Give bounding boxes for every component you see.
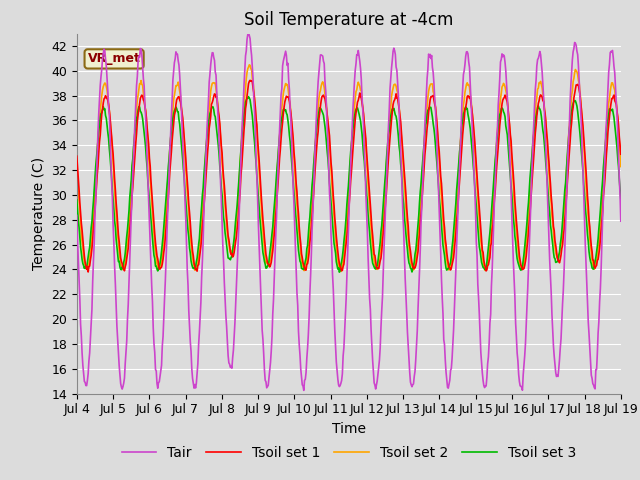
Line: Tsoil set 3: Tsoil set 3 [77, 96, 621, 272]
Line: Tsoil set 2: Tsoil set 2 [77, 65, 621, 272]
Tsoil set 3 [194, 248, 202, 254]
Tsoil set 2 [433, 114, 440, 120]
Tair [433, 124, 440, 130]
Tair [244, 30, 252, 36]
Tsoil set 1 [223, 224, 231, 229]
Tsoil set 1 [617, 151, 625, 157]
Tsoil set 2 [223, 223, 230, 228]
Tair [223, 324, 230, 330]
Line: Tair: Tair [77, 33, 621, 390]
Tsoil set 2 [617, 164, 625, 169]
Tsoil set 2 [73, 162, 81, 168]
Tsoil set 3 [335, 269, 343, 275]
Tair [83, 383, 90, 388]
Text: VR_met: VR_met [88, 52, 141, 65]
Tsoil set 1 [246, 77, 254, 83]
Tsoil set 2 [337, 269, 345, 275]
Tsoil set 3 [223, 242, 230, 248]
Tsoil set 1 [417, 218, 424, 224]
Tsoil set 2 [139, 83, 147, 88]
Tair [194, 361, 202, 367]
Tair [417, 246, 424, 252]
Line: Tsoil set 1: Tsoil set 1 [77, 80, 621, 272]
Tair [617, 218, 625, 224]
Tsoil set 1 [84, 269, 92, 275]
Tsoil set 3 [244, 94, 252, 99]
Tsoil set 3 [83, 265, 90, 271]
Tsoil set 2 [83, 266, 90, 272]
Tsoil set 2 [194, 258, 202, 264]
Title: Soil Temperature at -4cm: Soil Temperature at -4cm [244, 11, 454, 29]
Tsoil set 3 [73, 197, 81, 203]
Tsoil set 1 [195, 262, 202, 268]
X-axis label: Time: Time [332, 422, 366, 436]
Tsoil set 1 [73, 153, 81, 159]
Tsoil set 1 [83, 266, 90, 272]
Tair [73, 213, 81, 218]
Tsoil set 3 [433, 152, 440, 158]
Tsoil set 2 [417, 201, 424, 207]
Tair [300, 387, 308, 393]
Tsoil set 1 [140, 97, 147, 103]
Y-axis label: Temperature (C): Temperature (C) [31, 157, 45, 270]
Tair [139, 63, 147, 69]
Legend: Tair, Tsoil set 1, Tsoil set 2, Tsoil set 3: Tair, Tsoil set 1, Tsoil set 2, Tsoil se… [116, 441, 582, 466]
Tsoil set 1 [433, 111, 440, 117]
Tsoil set 3 [617, 196, 625, 202]
Tsoil set 3 [417, 189, 424, 194]
Tsoil set 2 [246, 62, 253, 68]
Tsoil set 3 [139, 116, 147, 121]
